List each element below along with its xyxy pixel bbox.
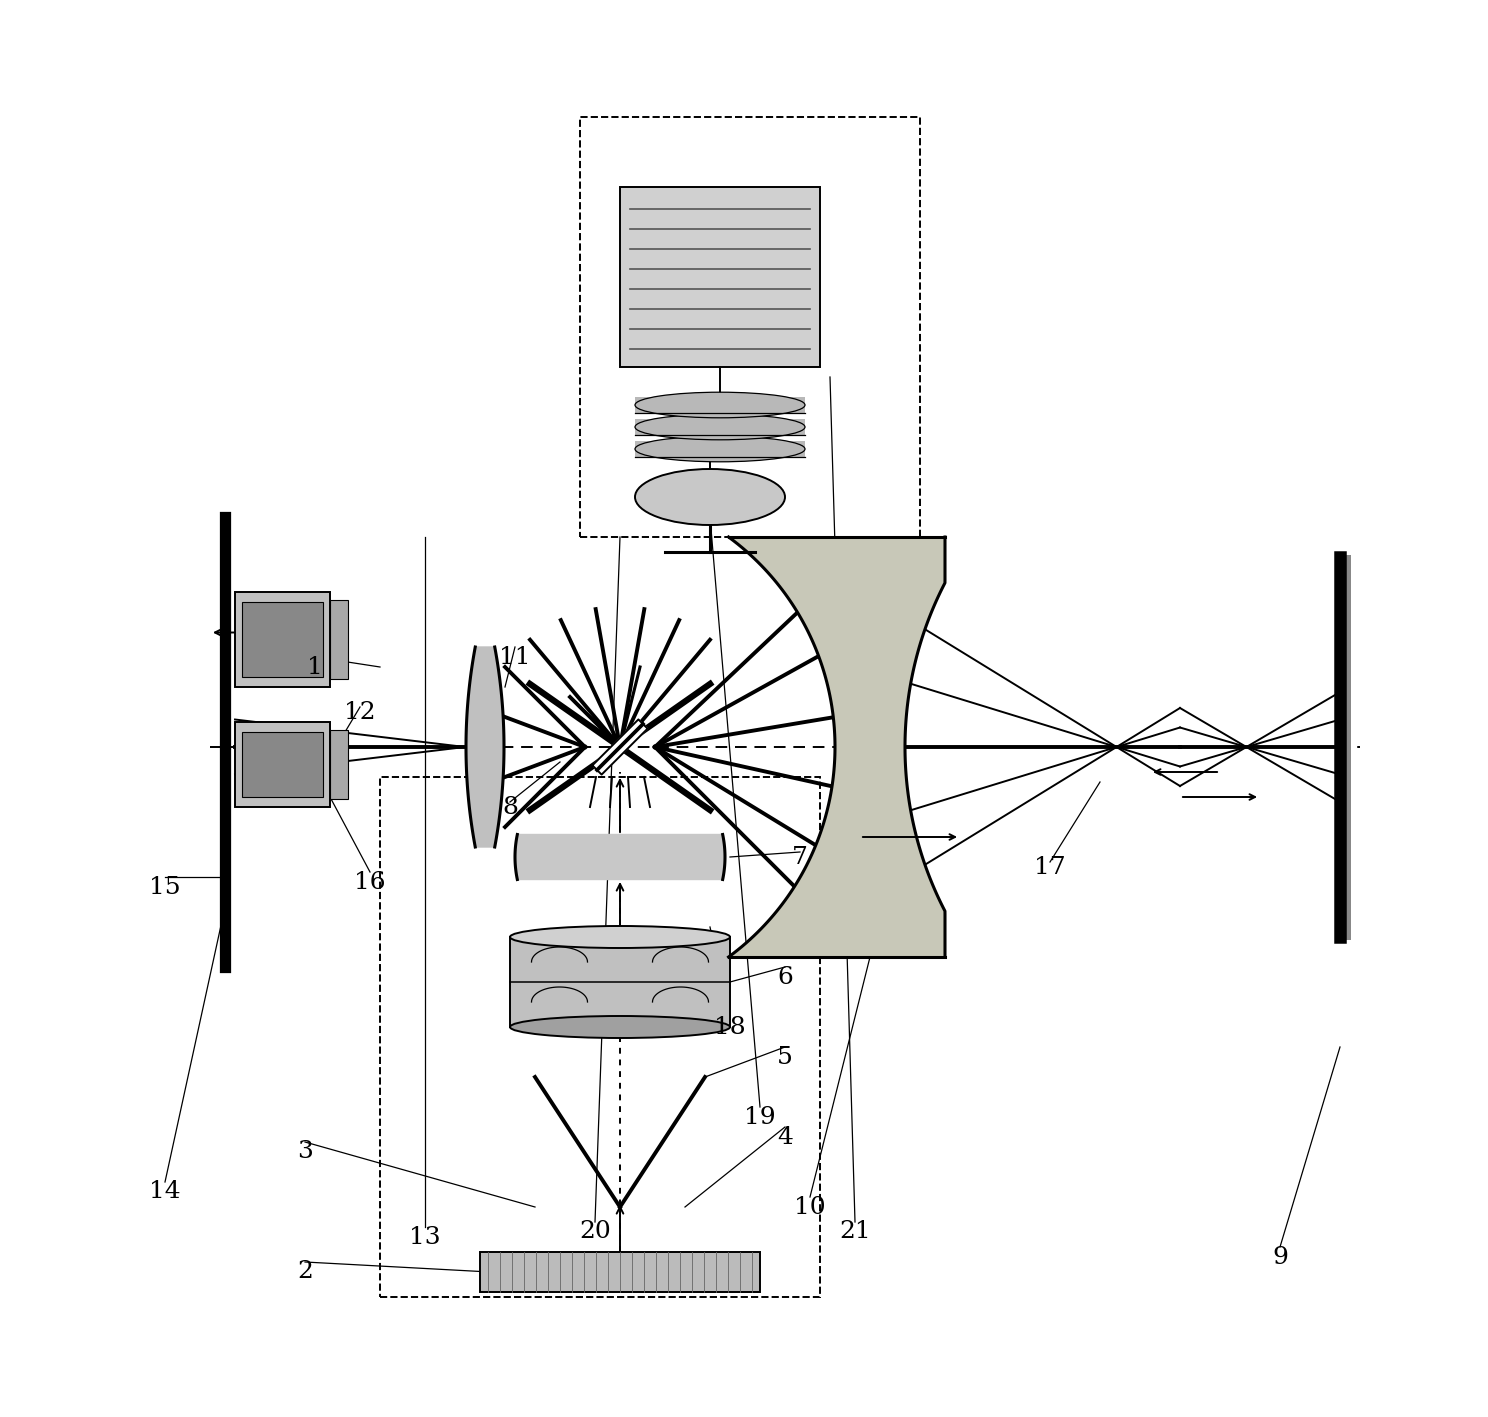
Bar: [235, 592, 330, 687]
Text: 7: 7: [792, 846, 808, 869]
Text: 14: 14: [149, 1180, 182, 1203]
Text: 16: 16: [354, 870, 385, 894]
Text: 3: 3: [298, 1141, 312, 1163]
Bar: [620, 187, 820, 367]
Ellipse shape: [635, 469, 786, 526]
Ellipse shape: [635, 436, 805, 462]
Text: 21: 21: [839, 1220, 870, 1244]
Polygon shape: [592, 720, 647, 775]
Polygon shape: [515, 835, 725, 880]
Ellipse shape: [635, 414, 805, 439]
Ellipse shape: [510, 1016, 731, 1039]
Bar: [481, 1253, 760, 1292]
Text: 18: 18: [714, 1016, 745, 1039]
Bar: [379, 777, 820, 1297]
Ellipse shape: [510, 925, 731, 948]
Bar: [510, 937, 731, 1027]
Text: 4: 4: [777, 1125, 793, 1149]
Text: 5: 5: [777, 1046, 793, 1068]
Text: 6: 6: [777, 965, 793, 989]
Text: 10: 10: [795, 1196, 826, 1219]
Bar: [635, 419, 805, 435]
Bar: [580, 118, 920, 537]
Bar: [635, 397, 805, 412]
Bar: [243, 602, 323, 677]
Ellipse shape: [635, 393, 805, 418]
Text: 17: 17: [1034, 856, 1065, 879]
Text: 13: 13: [409, 1226, 440, 1248]
Polygon shape: [466, 648, 504, 847]
Polygon shape: [729, 537, 945, 956]
Text: 11: 11: [500, 646, 531, 669]
Text: 12: 12: [344, 700, 376, 724]
Bar: [635, 441, 805, 458]
Text: 2: 2: [298, 1261, 312, 1284]
Text: 20: 20: [579, 1220, 612, 1244]
Bar: [330, 599, 348, 679]
Bar: [235, 723, 330, 808]
Text: 9: 9: [1272, 1246, 1289, 1268]
Text: 8: 8: [501, 795, 518, 819]
Bar: [243, 733, 323, 796]
Text: 19: 19: [744, 1105, 775, 1128]
Text: 1: 1: [307, 656, 323, 679]
Bar: [330, 730, 348, 799]
Text: 15: 15: [149, 876, 182, 898]
